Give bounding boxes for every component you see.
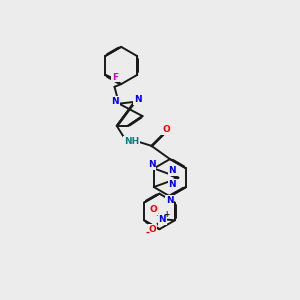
Text: O: O (162, 125, 170, 134)
Text: N: N (134, 95, 142, 104)
Text: N: N (168, 180, 176, 189)
Text: NH: NH (124, 137, 140, 146)
Text: N: N (168, 167, 176, 176)
Text: +: + (163, 211, 170, 220)
Text: N: N (166, 196, 174, 205)
Text: O: O (149, 225, 157, 234)
Text: F: F (112, 73, 118, 82)
Text: N: N (112, 97, 119, 106)
Text: O: O (150, 205, 158, 214)
Text: N: N (159, 215, 166, 224)
Text: -: - (145, 228, 149, 238)
Text: N: N (148, 160, 155, 169)
